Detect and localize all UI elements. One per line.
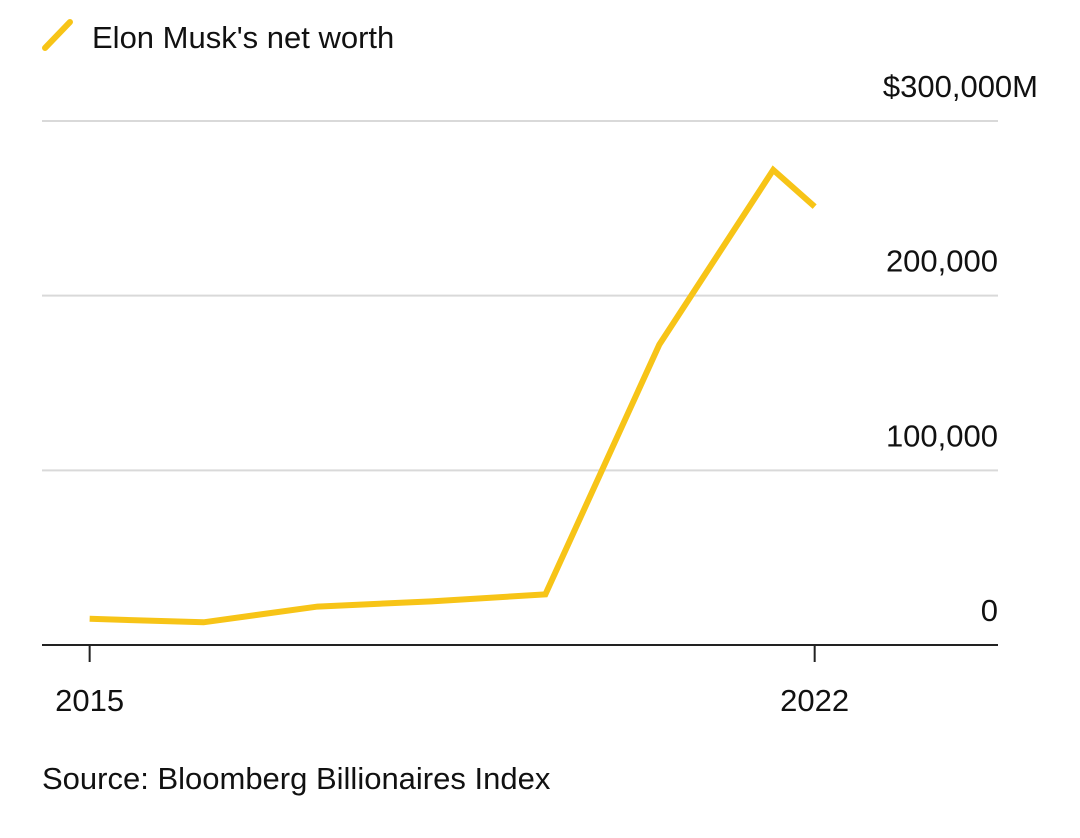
line bbox=[89, 165, 817, 626]
y-tick-label: $300,000M bbox=[883, 69, 1038, 104]
legend-label: Elon Musk's net worth bbox=[92, 20, 394, 55]
y-tick-label: 0 bbox=[981, 593, 998, 628]
x-tick-label: 2015 bbox=[55, 683, 124, 718]
y-tick-label: 200,000 bbox=[886, 244, 998, 279]
legend-swatch bbox=[42, 19, 73, 51]
source: Source: Bloomberg Billionaires Index bbox=[42, 761, 551, 796]
y-tick-label: 100,000 bbox=[886, 418, 998, 453]
x-tick-label: 2022 bbox=[780, 683, 849, 718]
